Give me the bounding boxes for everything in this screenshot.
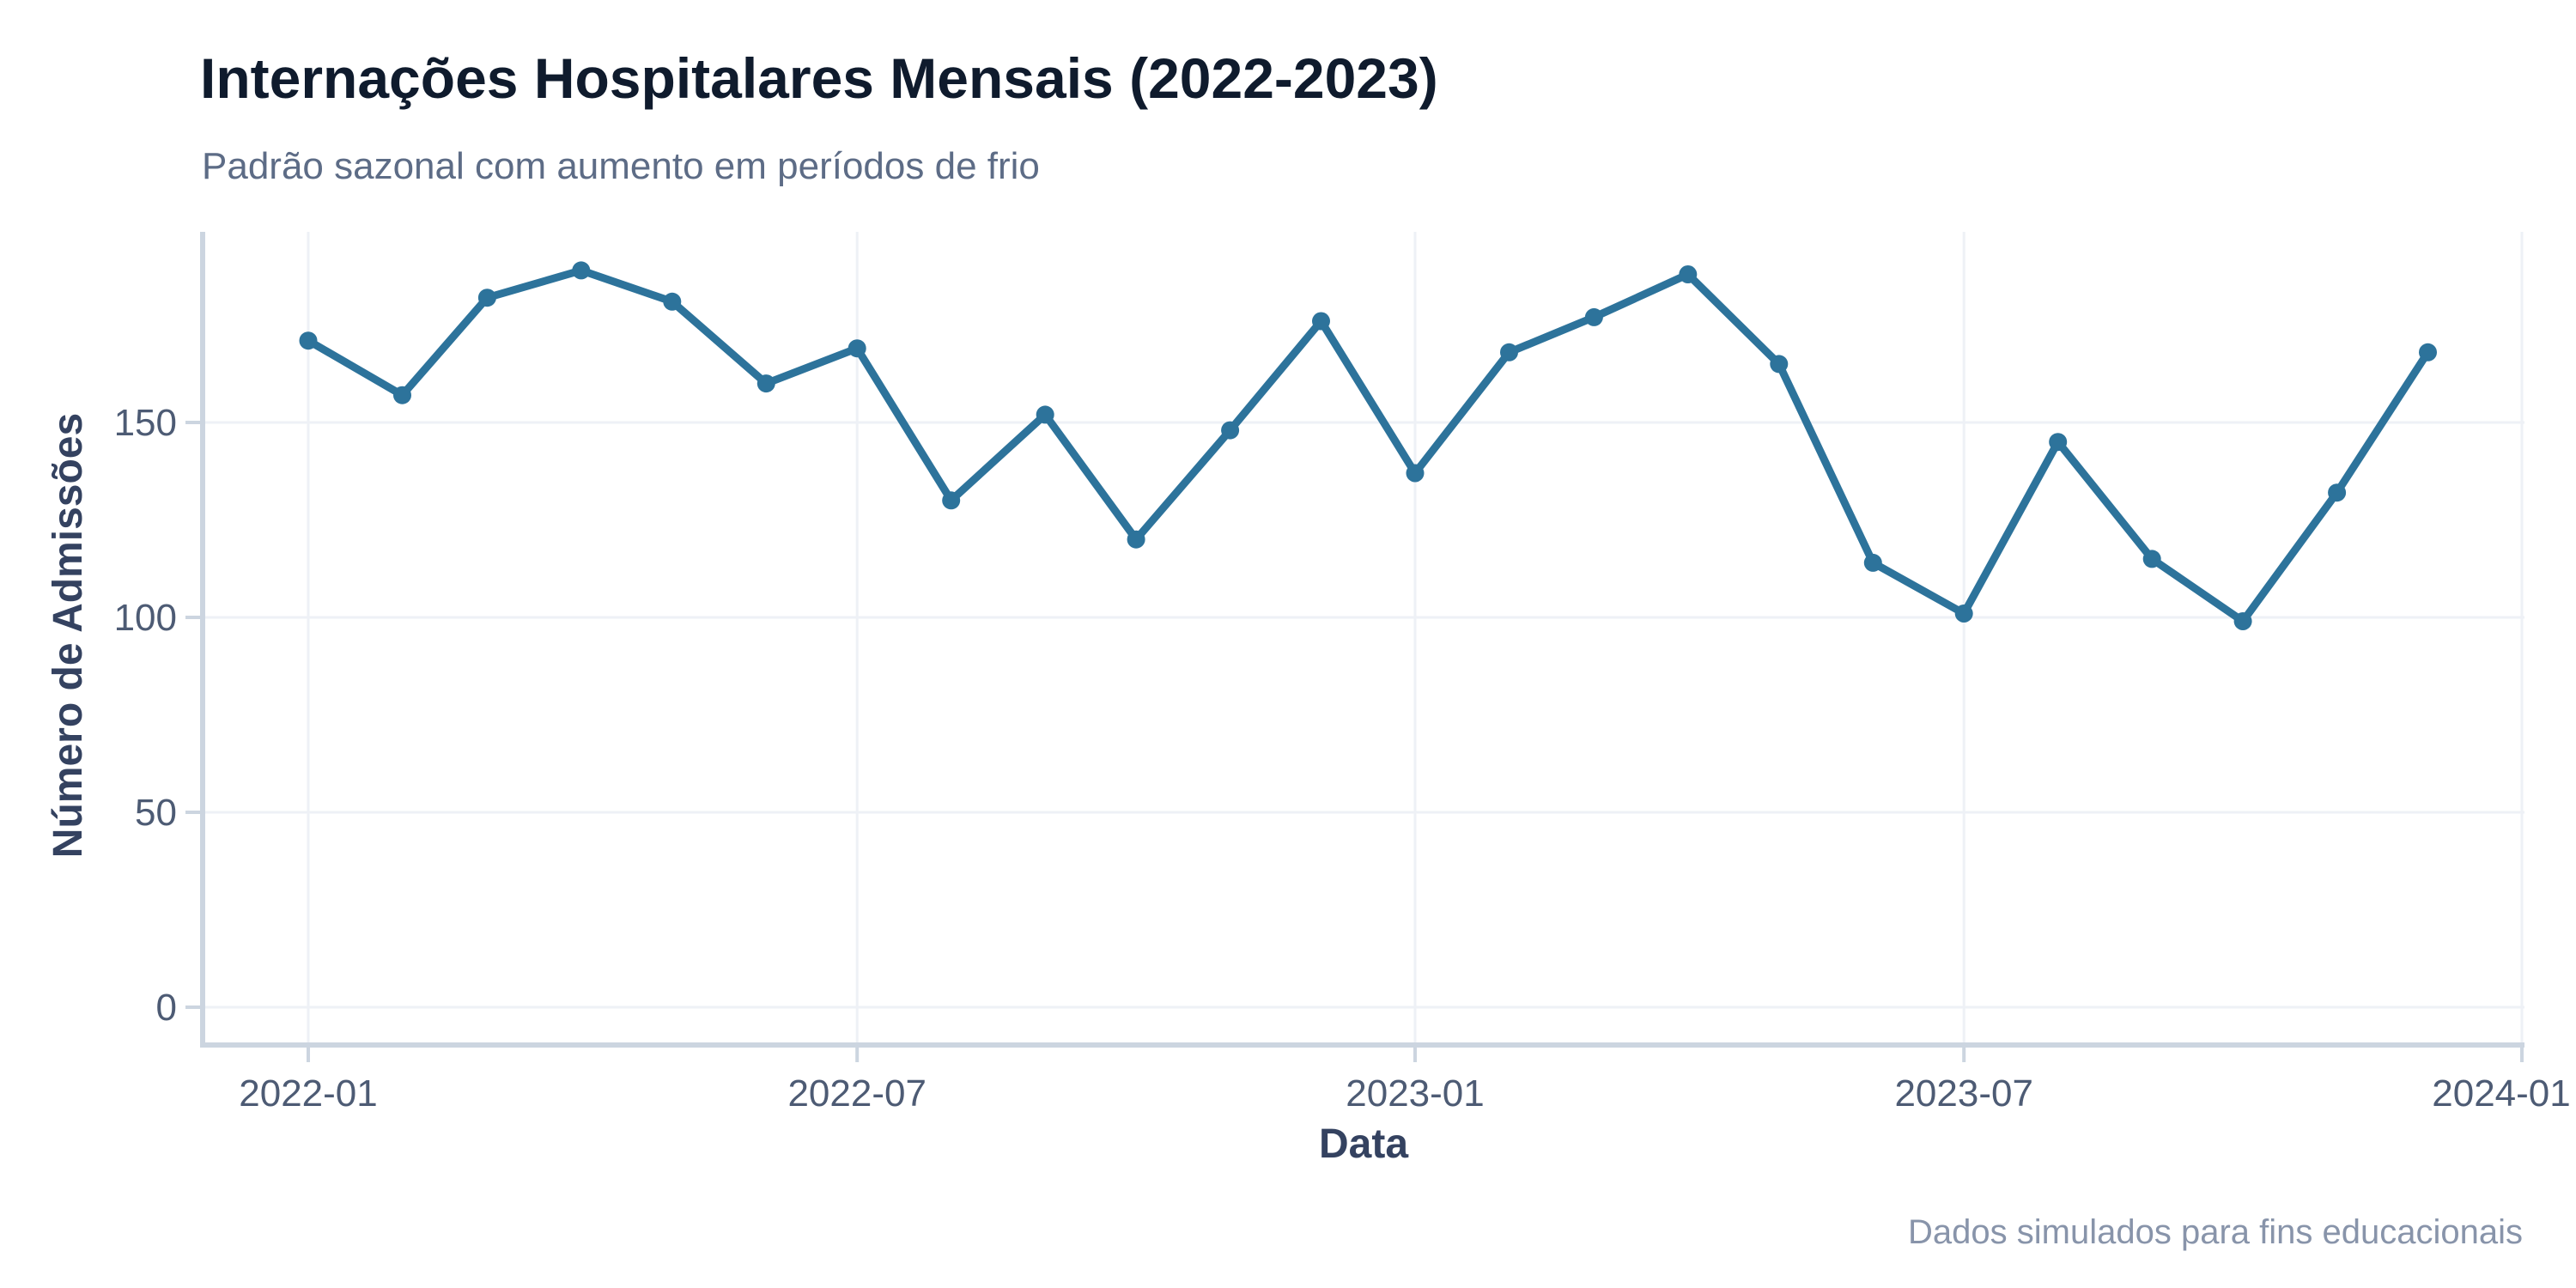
- data-point-2022-11: [1221, 421, 1240, 440]
- chart-caption: Dados simulados para fins educacionais: [1908, 1213, 2523, 1251]
- chart-subtitle: Padrão sazonal com aumento em períodos d…: [202, 145, 1040, 187]
- data-point-2023-03: [1584, 307, 1603, 326]
- data-point-2022-10: [1127, 530, 1145, 549]
- y-tick-label-0: 0: [156, 987, 177, 1029]
- data-point-2022-08: [942, 491, 961, 510]
- data-point-2023-07: [1954, 605, 1973, 623]
- x-tick-label-2022-01: 2022-01: [239, 1072, 377, 1115]
- data-point-2022-09: [1036, 405, 1054, 424]
- data-point-2023-02: [1500, 343, 1518, 361]
- data-point-2022-01: [299, 331, 318, 350]
- admissions-line: [304, 266, 2432, 625]
- data-point-2023-09: [2142, 550, 2161, 568]
- data-point-2023-05: [1770, 355, 1789, 374]
- data-point-2023-08: [2049, 433, 2068, 452]
- y-tick-label-150: 150: [114, 402, 177, 444]
- y-tick-label-100: 100: [114, 597, 177, 639]
- data-point-2022-06: [756, 374, 775, 393]
- x-tick-label-2022-07: 2022-07: [787, 1072, 926, 1115]
- chart-title: Internações Hospitalares Mensais (2022-2…: [200, 46, 1438, 110]
- x-tick-label-2024-01: 2024-01: [2432, 1072, 2570, 1115]
- data-point-2023-01: [1406, 464, 1425, 483]
- data-point-2022-12: [1312, 312, 1330, 331]
- data-point-2023-04: [1679, 265, 1698, 283]
- data-point-2022-03: [477, 289, 496, 307]
- y-tick-label-50: 50: [135, 792, 177, 834]
- x-tick-label-2023-01: 2023-01: [1346, 1072, 1484, 1115]
- x-tick-label-2023-07: 2023-07: [1894, 1072, 2032, 1115]
- data-point-2022-07: [848, 339, 866, 358]
- data-point-2022-05: [663, 292, 682, 311]
- data-point-2023-10: [2233, 612, 2252, 630]
- data-point-2022-04: [572, 261, 591, 280]
- data-point-2023-11: [2328, 483, 2347, 502]
- y-axis-title: Número de Admissões: [46, 412, 91, 859]
- data-point-2022-02: [393, 386, 411, 404]
- data-point-2023-12: [2419, 343, 2437, 361]
- data-point-2023-06: [1863, 553, 1882, 572]
- x-axis-title: Data: [1318, 1121, 1409, 1167]
